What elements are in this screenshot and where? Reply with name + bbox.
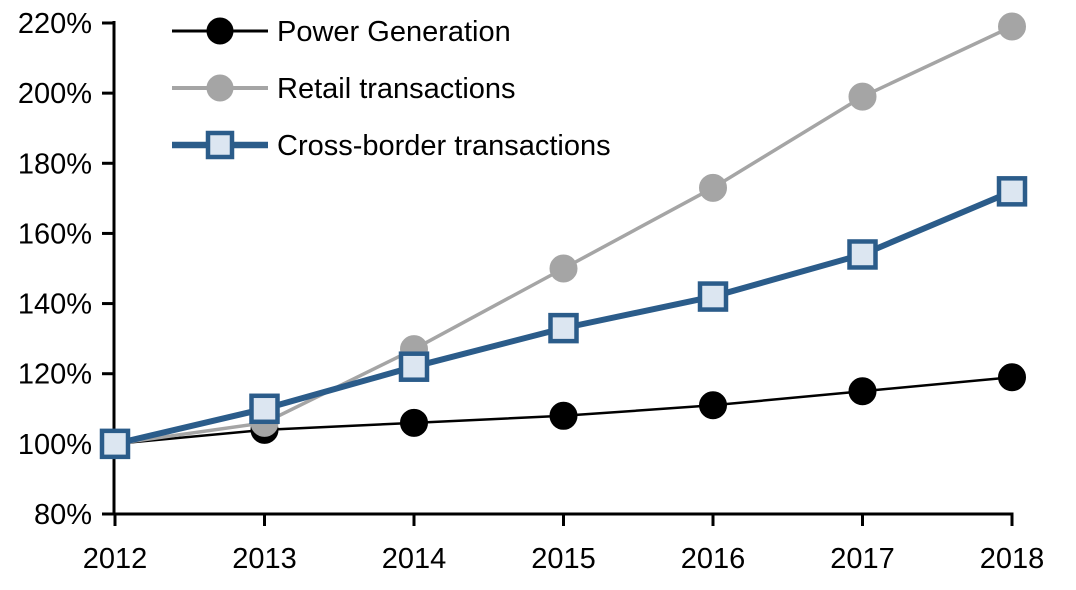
data-point-marker xyxy=(99,428,131,460)
legend: Power Generation Retail transactions Cross… xyxy=(172,16,611,162)
data-point-marker xyxy=(249,393,280,425)
y-tick-label: 220% xyxy=(18,8,92,40)
x-tick-label: 2012 xyxy=(83,543,148,575)
series-retail-transactions xyxy=(101,12,1026,458)
series-cross-border-transactions xyxy=(99,176,1028,460)
data-point-marker xyxy=(697,281,729,312)
data-point-marker xyxy=(847,239,878,270)
y-tick-label: 200% xyxy=(18,78,92,110)
x-tick-label: 2016 xyxy=(681,543,746,575)
y-tick-label: 180% xyxy=(18,148,92,180)
legend-label: Power Generation xyxy=(277,16,511,48)
x-tick-label: 2013 xyxy=(232,543,297,575)
series-power-generation xyxy=(101,363,1026,458)
data-point-marker xyxy=(996,176,1028,207)
legend-marker-retail-transactions xyxy=(206,74,234,102)
data-point-marker xyxy=(398,351,430,382)
x-tick-label: 2014 xyxy=(382,543,447,575)
data-point-marker xyxy=(549,254,578,283)
legend-marker-power-generation xyxy=(206,17,234,45)
y-tick-label: 160% xyxy=(18,218,92,250)
y-tick-label: 140% xyxy=(18,289,92,321)
data-point-marker xyxy=(400,408,428,437)
y-tick-label: 120% xyxy=(18,359,92,391)
legend-item-retail-transactions: Retail transactions xyxy=(172,73,516,105)
data-point-marker xyxy=(699,391,727,420)
legend-item-power-generation: Power Generation xyxy=(172,16,511,48)
legend-label: Retail transactions xyxy=(277,73,516,105)
y-tick-label: 80% xyxy=(34,499,92,531)
x-tick-label: 2015 xyxy=(531,543,596,575)
data-point-marker xyxy=(699,173,727,202)
data-point-marker xyxy=(549,401,578,430)
x-tick-label: 2017 xyxy=(830,543,895,575)
legend-item-cross-border-transactions: Cross-border transactions xyxy=(172,130,611,162)
data-point-marker xyxy=(548,312,579,344)
data-point-marker xyxy=(848,377,877,406)
data-point-marker xyxy=(998,363,1026,392)
y-tick-label: 100% xyxy=(18,429,92,461)
legend-marker-cross-border-transactions xyxy=(205,130,235,160)
data-point-marker xyxy=(998,12,1026,41)
data-point-marker xyxy=(848,82,877,111)
legend-label: Cross-border transactions xyxy=(277,130,611,162)
x-tick-label: 2018 xyxy=(980,543,1045,575)
